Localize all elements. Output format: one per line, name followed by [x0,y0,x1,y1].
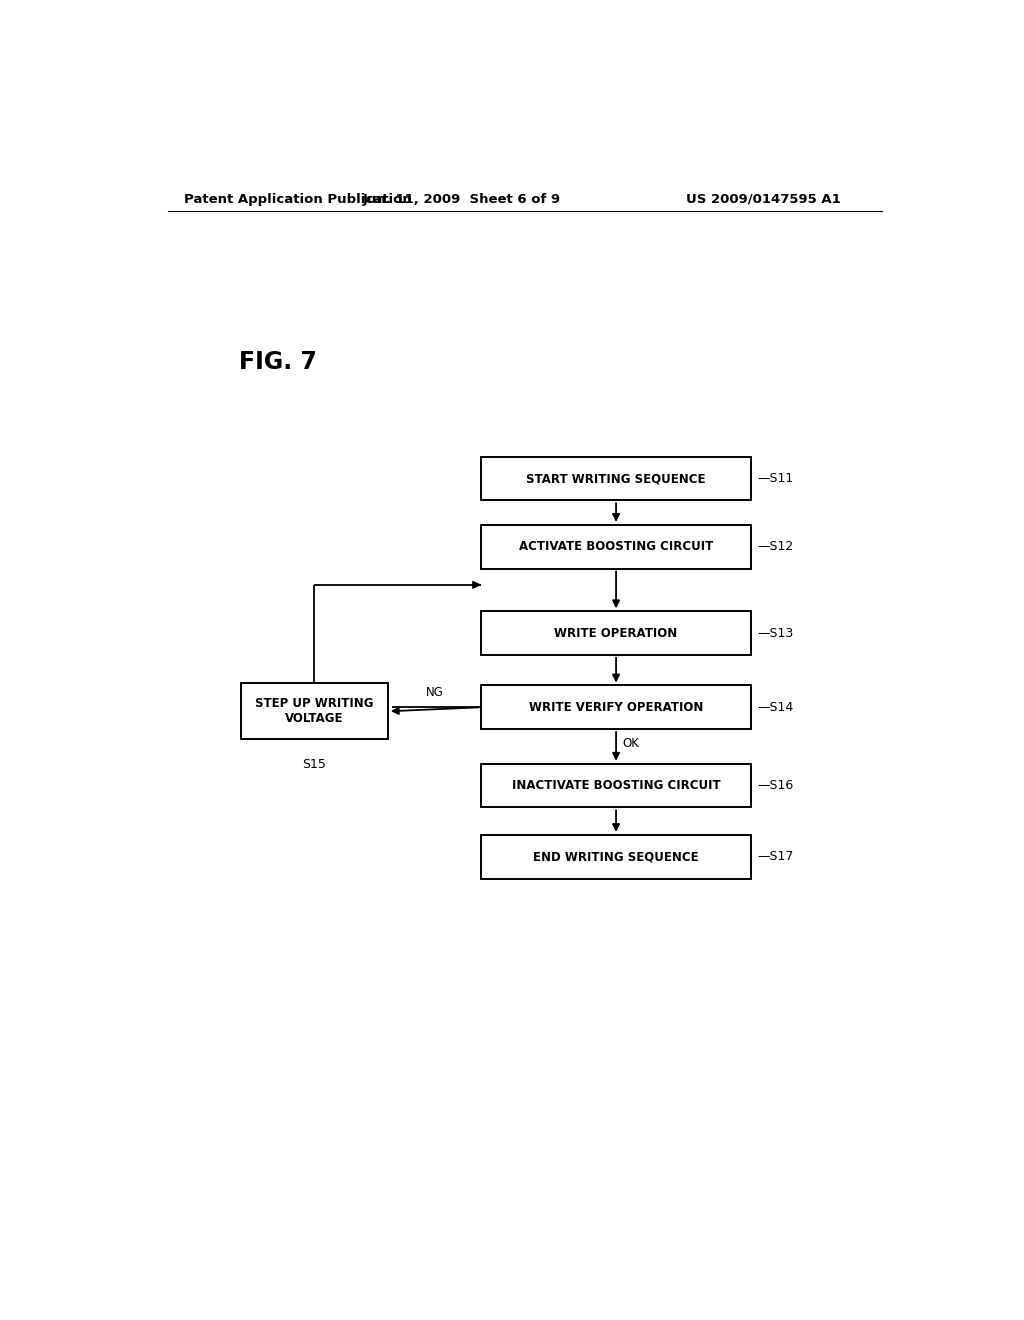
Text: S15: S15 [302,758,327,771]
Text: US 2009/0147595 A1: US 2009/0147595 A1 [685,193,841,206]
Bar [481,525,751,569]
Text: STEP UP WRITING
VOLTAGE: STEP UP WRITING VOLTAGE [255,697,374,725]
Text: —S13: —S13 [758,627,794,640]
Bar [241,684,388,739]
Text: Jun. 11, 2009  Sheet 6 of 9: Jun. 11, 2009 Sheet 6 of 9 [362,193,560,206]
Text: —S17: —S17 [758,850,794,863]
Text: —S16: —S16 [758,779,794,792]
Bar [481,685,751,729]
Text: OK: OK [623,737,639,750]
Bar [481,611,751,655]
Text: NG: NG [426,686,443,700]
Bar [481,457,751,500]
Text: —S14: —S14 [758,701,794,714]
Text: INACTIVATE BOOSTING CIRCUIT: INACTIVATE BOOSTING CIRCUIT [512,779,720,792]
Text: FIG. 7: FIG. 7 [240,350,317,374]
Text: WRITE VERIFY OPERATION: WRITE VERIFY OPERATION [528,701,703,714]
Bar [481,834,751,879]
Text: —S11: —S11 [758,473,794,484]
Text: ACTIVATE BOOSTING CIRCUIT: ACTIVATE BOOSTING CIRCUIT [519,540,713,553]
Text: START WRITING SEQUENCE: START WRITING SEQUENCE [526,473,706,484]
Text: —S12: —S12 [758,540,794,553]
Text: WRITE OPERATION: WRITE OPERATION [554,627,678,640]
Bar [481,764,751,808]
Text: Patent Application Publication: Patent Application Publication [183,193,412,206]
Text: END WRITING SEQUENCE: END WRITING SEQUENCE [534,850,698,863]
